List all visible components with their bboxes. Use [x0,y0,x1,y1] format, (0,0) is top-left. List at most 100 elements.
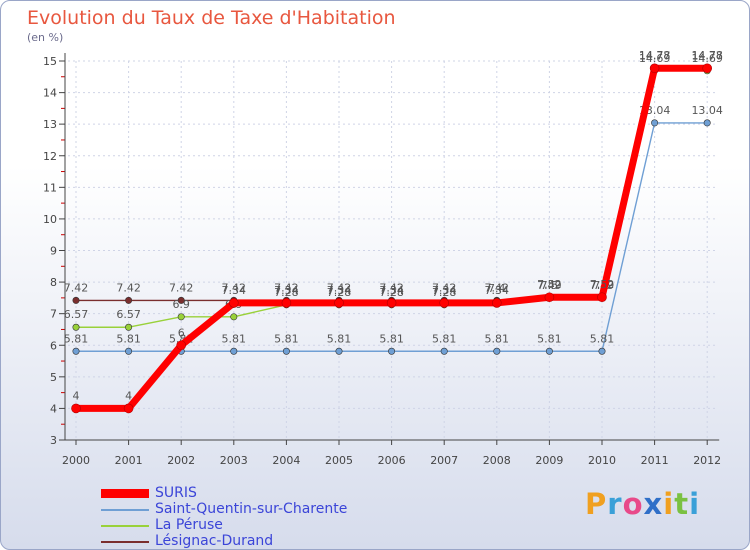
data-label-saint-quentin-sur-charente-2008: 5.81 [485,332,510,345]
chart-title: Evolution du Taux de Taxe d'Habitation [27,7,396,29]
x-tick-label-2000: 2000 [62,454,90,467]
y-tick-label-10: 10 [43,213,57,226]
data-label-suris-2003: 7.34 [222,284,247,297]
data-label-suris-2005: 7.34 [327,284,352,297]
data-label-suris-2010: 7.52 [590,278,615,291]
data-label-suris-2006: 7.34 [379,284,404,297]
x-tick-label-2007: 2007 [430,454,458,467]
data-label-la-p-ruse-2006: 7.28 [379,286,404,299]
data-point-saint-quentin-sur-charente-2004 [282,347,290,355]
data-point-suris-2009 [544,292,555,303]
logo-letter: o [622,487,644,521]
data-point-suris-2005 [334,298,344,308]
data-point-suris-2000 [71,403,81,414]
data-label-la-p-ruse-2012: 14.69 [691,52,723,65]
data-point-suris-2008 [491,298,502,308]
logo-letter: x [643,487,664,521]
legend-swatch-saint-quentin [101,509,149,511]
data-label-suris-2009: 7.52 [537,278,562,291]
data-label-l-signac-durand-2005: 7.42 [327,281,352,294]
data-label-l-signac-durand-2006: 7.42 [379,281,404,294]
data-label-la-p-ruse-2008: 7.4 [488,282,506,295]
data-point-la-p-ruse-2000 [72,323,80,331]
data-label-saint-quentin-sur-charente-2000: 5.81 [64,332,89,345]
data-point-suris-2001 [123,403,134,414]
data-point-saint-quentin-sur-charente-2006 [388,347,396,355]
logo-letter: r [607,487,623,521]
data-point-la-p-ruse-2002 [177,313,185,321]
data-point-suris-2003 [229,298,239,308]
y-tick-label-6: 6 [50,339,57,352]
data-label-la-p-ruse-2005: 7.28 [327,286,352,299]
data-point-saint-quentin-sur-charente-2000 [72,347,80,355]
data-label-la-p-ruse-2009: 7.5 [541,279,559,292]
data-label-suris-2008: 7.34 [485,284,510,297]
data-label-suris-2012: 14.77 [691,49,723,62]
x-tick-label-2002: 2002 [167,454,195,467]
legend-swatch-lesignac-durand [101,541,149,543]
legend-label-suris: SURIS [155,485,197,501]
data-label-la-p-ruse-2001: 6.57 [116,308,141,321]
data-point-saint-quentin-sur-charente-2001 [125,347,133,355]
data-label-suris-2001: 4 [125,389,132,402]
data-point-suris-2012 [702,63,713,74]
data-label-saint-quentin-sur-charente-2012: 13.04 [691,104,723,117]
data-label-saint-quentin-sur-charente-2005: 5.81 [327,332,352,345]
data-label-l-signac-durand-2008: 7.42 [485,281,510,294]
data-point-la-p-ruse-2001 [125,323,133,331]
data-label-la-p-ruse-2007: 7.28 [432,286,457,299]
x-tick-label-2005: 2005 [325,454,353,467]
data-point-suris-2004 [281,298,292,308]
x-tick-label-2009: 2009 [535,454,563,467]
x-tick-label-2012: 2012 [693,454,721,467]
logo-letter: i [689,487,701,521]
data-point-saint-quentin-sur-charente-2011 [651,119,659,127]
proxiti-logo: Proxiti [585,487,700,521]
data-point-saint-quentin-sur-charente-2010 [598,347,606,355]
legend-label-la-peruse: La Péruse [155,517,223,533]
legend-label-lesignac-durand: Lésignac-Durand [155,533,274,549]
data-label-saint-quentin-sur-charente-2007: 5.81 [432,332,457,345]
data-label-la-p-ruse-2000: 6.57 [64,308,89,321]
x-tick-label-2008: 2008 [483,454,511,467]
y-tick-label-3: 3 [50,434,57,447]
y-tick-label-12: 12 [43,150,57,163]
data-label-saint-quentin-sur-charente-2010: 5.81 [590,332,615,345]
data-label-saint-quentin-sur-charente-2006: 5.81 [379,332,404,345]
data-label-l-signac-durand-2007: 7.42 [432,281,457,294]
data-point-suris-2007 [439,298,450,308]
data-label-l-signac-durand-2002: 7.42 [169,281,194,294]
y-tick-label-7: 7 [50,308,57,321]
data-point-suris-2002 [176,340,186,351]
data-point-saint-quentin-sur-charente-2005 [335,347,343,355]
y-tick-label-14: 14 [43,87,57,100]
data-point-saint-quentin-sur-charente-2003 [230,347,238,355]
y-tick-label-4: 4 [50,402,57,415]
data-point-saint-quentin-sur-charente-2012 [703,119,711,127]
data-label-l-signac-durand-2012: 14.78 [691,49,723,62]
data-label-l-signac-durand-2009: 7.49 [537,279,562,292]
data-label-suris-2007: 7.34 [432,284,457,297]
legend-label-saint-quentin: Saint-Quentin-sur-Charente [155,501,348,517]
data-label-suris-2011: 14.77 [639,49,671,62]
y-tick-label-11: 11 [43,181,57,194]
data-label-l-signac-durand-2003: 7.42 [222,281,247,294]
data-point-saint-quentin-sur-charente-2007 [440,347,448,355]
data-point-l-signac-durand-2000 [72,296,80,304]
y-tick-label-8: 8 [50,276,57,289]
y-tick-label-15: 15 [43,55,57,68]
data-point-l-signac-durand-2001 [125,296,133,304]
x-tick-label-2004: 2004 [272,454,300,467]
data-label-saint-quentin-sur-charente-2003: 5.81 [222,332,247,345]
data-label-saint-quentin-sur-charente-2001: 5.81 [116,332,141,345]
data-point-suris-2011 [649,63,660,74]
data-point-suris-2006 [386,298,397,308]
data-label-la-p-ruse-2002: 6.9 [172,298,190,311]
data-label-saint-quentin-sur-charente-2004: 5.81 [274,332,299,345]
data-label-l-signac-durand-2000: 7.42 [64,281,89,294]
data-label-suris-2002: 6 [178,326,185,339]
data-label-l-signac-durand-2011: 14.78 [639,49,671,62]
x-tick-label-2006: 2006 [378,454,406,467]
